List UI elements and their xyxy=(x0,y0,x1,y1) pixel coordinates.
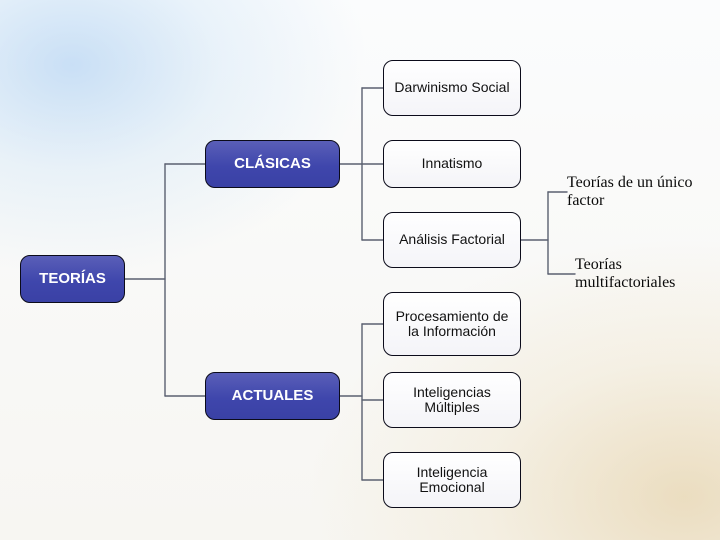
node-leaf-emocional: Inteligencia Emocional xyxy=(383,452,521,508)
node-category-actuales: ACTUALES xyxy=(205,372,340,420)
diagram-stage: { "canvas": { "width": 720, "height": 54… xyxy=(0,0,720,540)
node-leaf-analisis: Análisis Factorial xyxy=(383,212,521,268)
node-label: Innatismo xyxy=(390,156,514,171)
node-label: Inteligencia Emocional xyxy=(390,465,514,496)
node-leaf-procesamiento: Procesamiento de la Información xyxy=(383,292,521,356)
node-leaf-inteligencias: Inteligencias Múltiples xyxy=(383,372,521,428)
node-root-teorias: TEORÍAS xyxy=(20,255,125,303)
node-leaf-innatismo: Innatismo xyxy=(383,140,521,188)
node-label: Procesamiento de la Información xyxy=(390,309,514,340)
node-category-clasicas: CLÁSICAS xyxy=(205,140,340,188)
node-label: Inteligencias Múltiples xyxy=(390,385,514,416)
node-label: ACTUALES xyxy=(212,388,333,405)
node-label: Análisis Factorial xyxy=(390,232,514,247)
node-label: CLÁSICAS xyxy=(212,156,333,173)
annotation-text: Teorías de un único factor xyxy=(567,174,693,209)
node-leaf-darwinismo: Darwinismo Social xyxy=(383,60,521,116)
annotation-unico-factor: Teorías de un único factor xyxy=(567,174,707,211)
node-label: Darwinismo Social xyxy=(390,80,514,95)
annotation-text: Teorías multifactoriales xyxy=(575,256,675,291)
annotation-multifactoriales: Teorías multifactoriales xyxy=(575,256,715,293)
node-label: TEORÍAS xyxy=(27,271,118,288)
